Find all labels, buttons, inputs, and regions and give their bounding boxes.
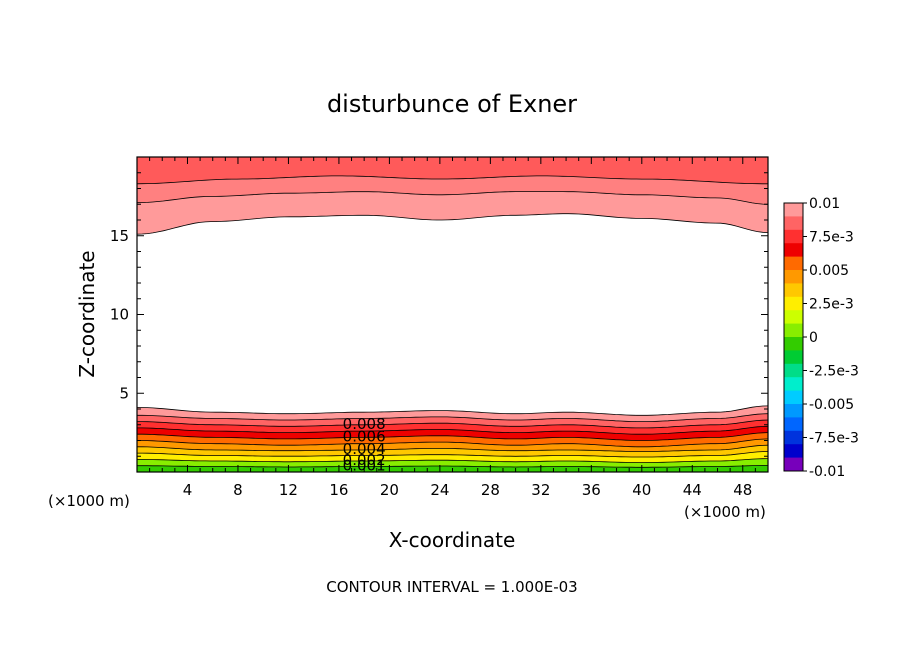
bottom-fill-band — [137, 432, 768, 447]
bottom-fill-band — [137, 438, 768, 452]
top-fill-band — [137, 175, 768, 205]
y-tick-label: 15 — [110, 227, 129, 245]
y-axis: 5 10 15 — [110, 172, 768, 457]
contour-line — [137, 465, 768, 468]
x-tick-label: 12 — [279, 481, 298, 499]
contour-line — [137, 444, 769, 452]
x-tick-label: 8 — [233, 481, 243, 499]
footer-contour-interval: CONTOUR INTERVAL = 1.000E-03 — [326, 578, 577, 596]
x-tick-label: 44 — [683, 481, 702, 499]
colorbar-label: -2.5e-3 — [809, 364, 859, 380]
colorbar-swatch — [784, 310, 803, 325]
contour-line — [137, 425, 769, 435]
x-axis-label: X-coordinate — [389, 528, 516, 552]
contour-line — [136, 191, 769, 205]
x-tick-label: 16 — [329, 481, 348, 499]
contour-label: 0.008 — [343, 415, 386, 433]
contour-lines — [136, 175, 769, 468]
contour-line — [137, 451, 769, 458]
contour-line — [137, 438, 769, 448]
bottom-fill-band — [137, 458, 768, 468]
contour-label: 0.002 — [343, 451, 386, 469]
x-unit-right: (×1000 m) — [684, 503, 766, 521]
y-axis-label: Z-coordinate — [75, 250, 99, 377]
colorbar-label: 0.005 — [809, 263, 849, 279]
colorbar-label: -0.01 — [809, 464, 845, 480]
colorbar-swatch — [784, 283, 803, 298]
colorbar-label: 2.5e-3 — [809, 297, 854, 313]
colorbar-swatch — [784, 444, 803, 459]
y-tick-label: 5 — [119, 384, 129, 402]
colorbar-label: -0.005 — [809, 397, 854, 413]
x-tick-label: 48 — [733, 481, 752, 499]
top-fill-band — [137, 191, 768, 235]
x-tick-label: 4 — [183, 481, 193, 499]
colorbar-swatch — [784, 229, 803, 244]
contour-line — [137, 413, 769, 422]
colorbar-swatch — [784, 363, 803, 378]
bottom-fill-band — [137, 413, 768, 428]
contour-label: 0.001 — [343, 456, 386, 474]
bottom-fill-band — [137, 420, 768, 435]
contour-line — [136, 213, 769, 235]
colorbar-swatch — [784, 243, 803, 258]
colorbar-swatch — [784, 377, 803, 392]
x-tick-label: 36 — [582, 481, 601, 499]
bottom-fill-band — [137, 405, 768, 422]
x-unit-left: (×1000 m) — [48, 492, 130, 510]
colorbar-swatch — [784, 337, 803, 351]
contour-label: 0.006 — [343, 427, 386, 445]
x-tick-label: 40 — [632, 481, 651, 499]
colorbar-swatch — [784, 457, 803, 472]
colorbar-swatch — [784, 296, 803, 311]
y-tick-label: 10 — [110, 306, 129, 324]
bottom-fill-band — [137, 451, 768, 463]
chart-title: disturbunce of Exner — [327, 90, 577, 118]
colorbar-swatch — [784, 323, 803, 338]
colorbar-swatch — [784, 203, 803, 217]
colorbar-label: 0.01 — [809, 196, 840, 212]
x-tick-label: 20 — [380, 481, 399, 499]
contour-line — [137, 458, 769, 464]
colorbar-swatch — [784, 404, 803, 418]
colorbar-label: 7.5e-3 — [809, 230, 854, 246]
colorbar-swatch — [784, 256, 803, 271]
contour-line — [136, 405, 769, 416]
colorbar-swatch — [784, 216, 803, 231]
contour-label: 0.004 — [343, 440, 386, 458]
colorbar-swatch — [784, 390, 803, 405]
x-tick-label: 24 — [430, 481, 449, 499]
contour-line — [136, 175, 768, 185]
colorbar-swatch — [784, 430, 803, 445]
colorbar-swatch — [784, 417, 803, 432]
bottom-fill-band — [137, 426, 768, 441]
contour-line — [137, 432, 769, 441]
colorbar-label: 0 — [809, 330, 818, 346]
colorbar-label: -7.5e-3 — [809, 431, 859, 447]
x-tick-label: 32 — [531, 481, 550, 499]
colorbar-swatch — [784, 350, 803, 365]
x-tick-label: 28 — [481, 481, 500, 499]
bottom-fill-band — [137, 445, 768, 457]
contour-line — [137, 419, 769, 429]
x-axis: 4 8 12 16 20 24 28 32 36 40 44 48 — [149, 157, 756, 499]
colorbar-swatch — [784, 270, 803, 284]
colorbar: 0.01 7.5e-3 0.005 2.5e-3 0 -2.5e-3 -0.005 -7.5e… — [783, 196, 859, 480]
